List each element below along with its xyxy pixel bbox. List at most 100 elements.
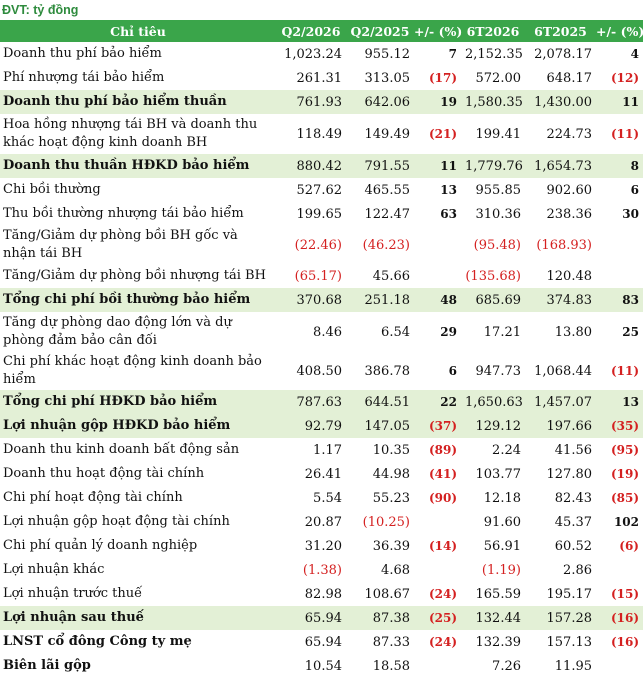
table-row: Chi bồi thường 527.62 465.55 13 955.85 902.60… (0, 178, 643, 202)
row-label: Phí nhượng tái bảo hiểm (3, 70, 165, 85)
cell-q2-2026: 82.98 (304, 586, 342, 602)
cell-q2-2025: 955.12 (364, 46, 411, 62)
cell-q2-2026: 10.54 (304, 658, 342, 674)
table-row: Lợi nhuận khác (1.38) 4.68 (1.19) 2.86 (0, 558, 643, 582)
header-q2-2025: Q2/2025 (346, 20, 414, 42)
cell-6t2025: 127.80 (546, 466, 593, 482)
cell-q2-2026: 65.94 (276, 606, 346, 630)
cell-half-change: 25 (622, 325, 639, 339)
cell-q2-2025: 313.05 (364, 70, 411, 86)
cell-q2-2026: 527.62 (296, 182, 343, 198)
cell-q2-2026: 787.63 (276, 390, 346, 414)
row-label: Thu bồi thường nhượng tái bảo hiểm (3, 206, 244, 221)
cell-6t2025: 648.17 (546, 70, 593, 86)
cell-6t2026: 2.24 (492, 442, 521, 458)
cell-q2-2025: 149.49 (364, 126, 411, 142)
row-label: Tăng dự phòng dao động lớn và dự phòng đ… (3, 315, 232, 348)
cell-half-change: 4 (630, 47, 639, 61)
cell-6t2026: 685.69 (461, 288, 525, 312)
header-6t2025: 6T2025 (525, 20, 596, 42)
table-row: Tổng chi phí bồi thường bảo hiểm 370.68 25… (0, 288, 643, 312)
cell-q2-2025: 55.23 (372, 490, 410, 506)
row-label: Lợi nhuận trước thuế (3, 586, 143, 601)
cell-6t2025: 238.36 (546, 206, 593, 222)
cell-6t2025: 11.95 (554, 658, 592, 674)
cell-q2-2025: 122.47 (364, 206, 411, 222)
header-6t2026: 6T2026 (461, 20, 525, 42)
cell-q2-2025: 108.67 (364, 586, 411, 602)
cell-6t2026: 199.41 (475, 126, 522, 142)
cell-q2-2025: 10.35 (372, 442, 410, 458)
row-label: Biên lãi gộp (3, 658, 91, 673)
cell-6t2025: 902.60 (546, 182, 593, 198)
cell-q2-2025: (10.25) (362, 514, 410, 530)
cell-q2-2026: 1.17 (313, 442, 342, 458)
cell-6t2026: 165.59 (475, 586, 522, 602)
cell-q2-2026: 261.31 (296, 70, 343, 86)
table-row: Doanh thu thuần HĐKD bảo hiểm 880.42 791.5… (0, 154, 643, 178)
cell-6t2026: 7.26 (492, 658, 521, 674)
cell-6t2025: 41.56 (554, 442, 592, 458)
cell-quarter-change: 22 (414, 390, 461, 414)
cell-6t2025: 2.86 (563, 562, 592, 578)
cell-q2-2026: 880.42 (276, 154, 346, 178)
row-label: Doanh thu thuần HĐKD bảo hiểm (0, 154, 276, 178)
cell-half-change: (12) (610, 71, 639, 85)
cell-half-change: (11) (610, 364, 639, 378)
cell-quarter-change: 63 (440, 207, 457, 221)
cell-half-change: 8 (596, 154, 643, 178)
header-q2-2026: Q2/2026 (276, 20, 346, 42)
cell-q2-2025: 644.51 (346, 390, 414, 414)
cell-q2-2026: 31.20 (304, 538, 342, 554)
cell-quarter-change: (14) (428, 539, 457, 553)
cell-q2-2025: 251.18 (346, 288, 414, 312)
table-row: Lợi nhuận sau thuế 65.94 87.38 (25) 132.44 15… (0, 606, 643, 630)
table-row: Chi phí khác hoạt động kinh doanh bảo hi… (0, 352, 643, 390)
cell-quarter-change: 7 (448, 47, 457, 61)
table-row: Chi phí hoạt động tài chính 5.54 55.23 (90)… (0, 486, 643, 510)
cell-6t2026: (95.48) (473, 237, 521, 253)
cell-half-change: (11) (610, 127, 639, 141)
table-row: Thu bồi thường nhượng tái bảo hiểm 199.65… (0, 202, 643, 226)
cell-q2-2026: 370.68 (276, 288, 346, 312)
cell-q2-2026: (1.38) (302, 562, 342, 578)
cell-6t2025: 2,078.17 (534, 46, 592, 62)
cell-6t2026: 17.21 (483, 324, 521, 340)
cell-quarter-change: 13 (440, 183, 457, 197)
cell-half-change: (95) (610, 443, 639, 457)
cell-q2-2026: 20.87 (304, 514, 342, 530)
cell-quarter-change: (89) (428, 443, 457, 457)
cell-half-change: 30 (622, 207, 639, 221)
cell-6t2026: 947.73 (475, 363, 522, 379)
cell-q2-2026: 199.65 (296, 206, 343, 222)
cell-q2-2025: 45.66 (372, 268, 410, 284)
cell-6t2025: 157.28 (525, 606, 596, 630)
table-row: Doanh thu phí bảo hiểm thuần 761.93 642.06… (0, 90, 643, 114)
cell-6t2025: 224.73 (546, 126, 593, 142)
cell-quarter-change: (90) (428, 491, 457, 505)
cell-q2-2026: 408.50 (296, 363, 343, 379)
table-row: Biên lãi gộp 10.54 18.58 7.26 11.95 (0, 654, 643, 678)
table-row: Chi phí quản lý doanh nghiệp 31.20 36.39 (1… (0, 534, 643, 558)
cell-quarter-change: 29 (440, 325, 457, 339)
cell-quarter-change (414, 510, 461, 534)
cell-quarter-change: 19 (414, 90, 461, 114)
cell-q2-2025: (46.23) (362, 237, 410, 253)
cell-quarter-change (414, 654, 461, 678)
cell-6t2025: 82.43 (554, 490, 592, 506)
cell-6t2025: 197.66 (525, 414, 596, 438)
cell-q2-2026: 118.49 (296, 126, 343, 142)
cell-half-change: (16) (610, 635, 639, 649)
row-label: Doanh thu phí bảo hiểm thuần (0, 90, 276, 114)
row-label: Doanh thu phí bảo hiểm (3, 46, 162, 61)
cell-q2-2025: 4.68 (381, 562, 410, 578)
cell-6t2025: 13.80 (554, 324, 592, 340)
cell-half-change (596, 264, 643, 288)
cell-half-change (596, 558, 643, 582)
cell-6t2026: 1,650.63 (461, 390, 525, 414)
cell-half-change: (16) (596, 606, 643, 630)
cell-6t2026: 132.39 (475, 634, 522, 650)
cell-q2-2025: 18.58 (372, 658, 410, 674)
row-label: Doanh thu hoạt động tài chính (3, 466, 205, 481)
table-row: LNST cổ đông Công ty mẹ 65.94 87.33 (24) 132… (0, 630, 643, 654)
